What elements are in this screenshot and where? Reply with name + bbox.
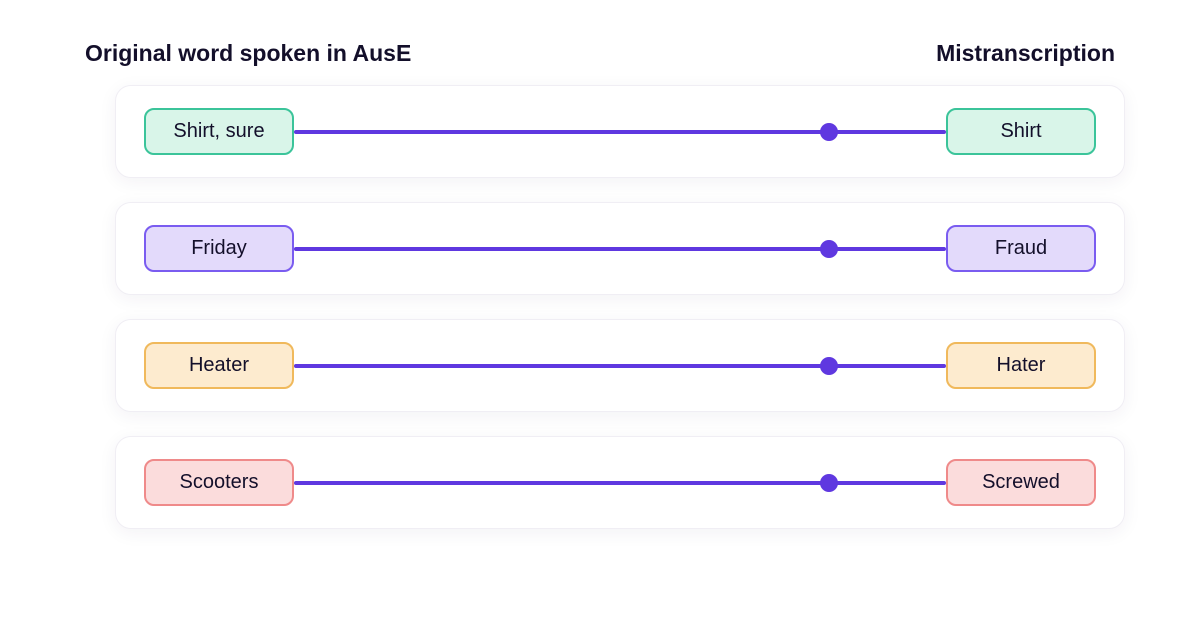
header-row: Original word spoken in AusE Mistranscri… [75,40,1125,85]
connector [294,247,946,251]
connector-dot-icon [820,357,838,375]
mistranscription-chip: Fraud [946,225,1096,272]
connector-dot-icon [820,474,838,492]
connector-line [294,481,946,485]
original-word-chip: Scooters [144,459,294,506]
comparison-row: Heater Hater [115,319,1125,412]
connector [294,130,946,134]
mistranscription-chip: Screwed [946,459,1096,506]
connector-line [294,130,946,134]
header-original: Original word spoken in AusE [85,40,411,67]
header-mistranscription: Mistranscription [936,40,1115,67]
connector-dot-icon [820,240,838,258]
connector [294,364,946,368]
mistranscription-chip: Shirt [946,108,1096,155]
comparison-row: Scooters Screwed [115,436,1125,529]
comparison-row: Friday Fraud [115,202,1125,295]
connector [294,481,946,485]
mistranscription-chip: Hater [946,342,1096,389]
comparison-rows: Shirt, sure Shirt Friday Fraud Heater Hater Sc… [75,85,1125,529]
comparison-row: Shirt, sure Shirt [115,85,1125,178]
original-word-chip: Heater [144,342,294,389]
connector-dot-icon [820,123,838,141]
original-word-chip: Shirt, sure [144,108,294,155]
original-word-chip: Friday [144,225,294,272]
connector-line [294,364,946,368]
connector-line [294,247,946,251]
